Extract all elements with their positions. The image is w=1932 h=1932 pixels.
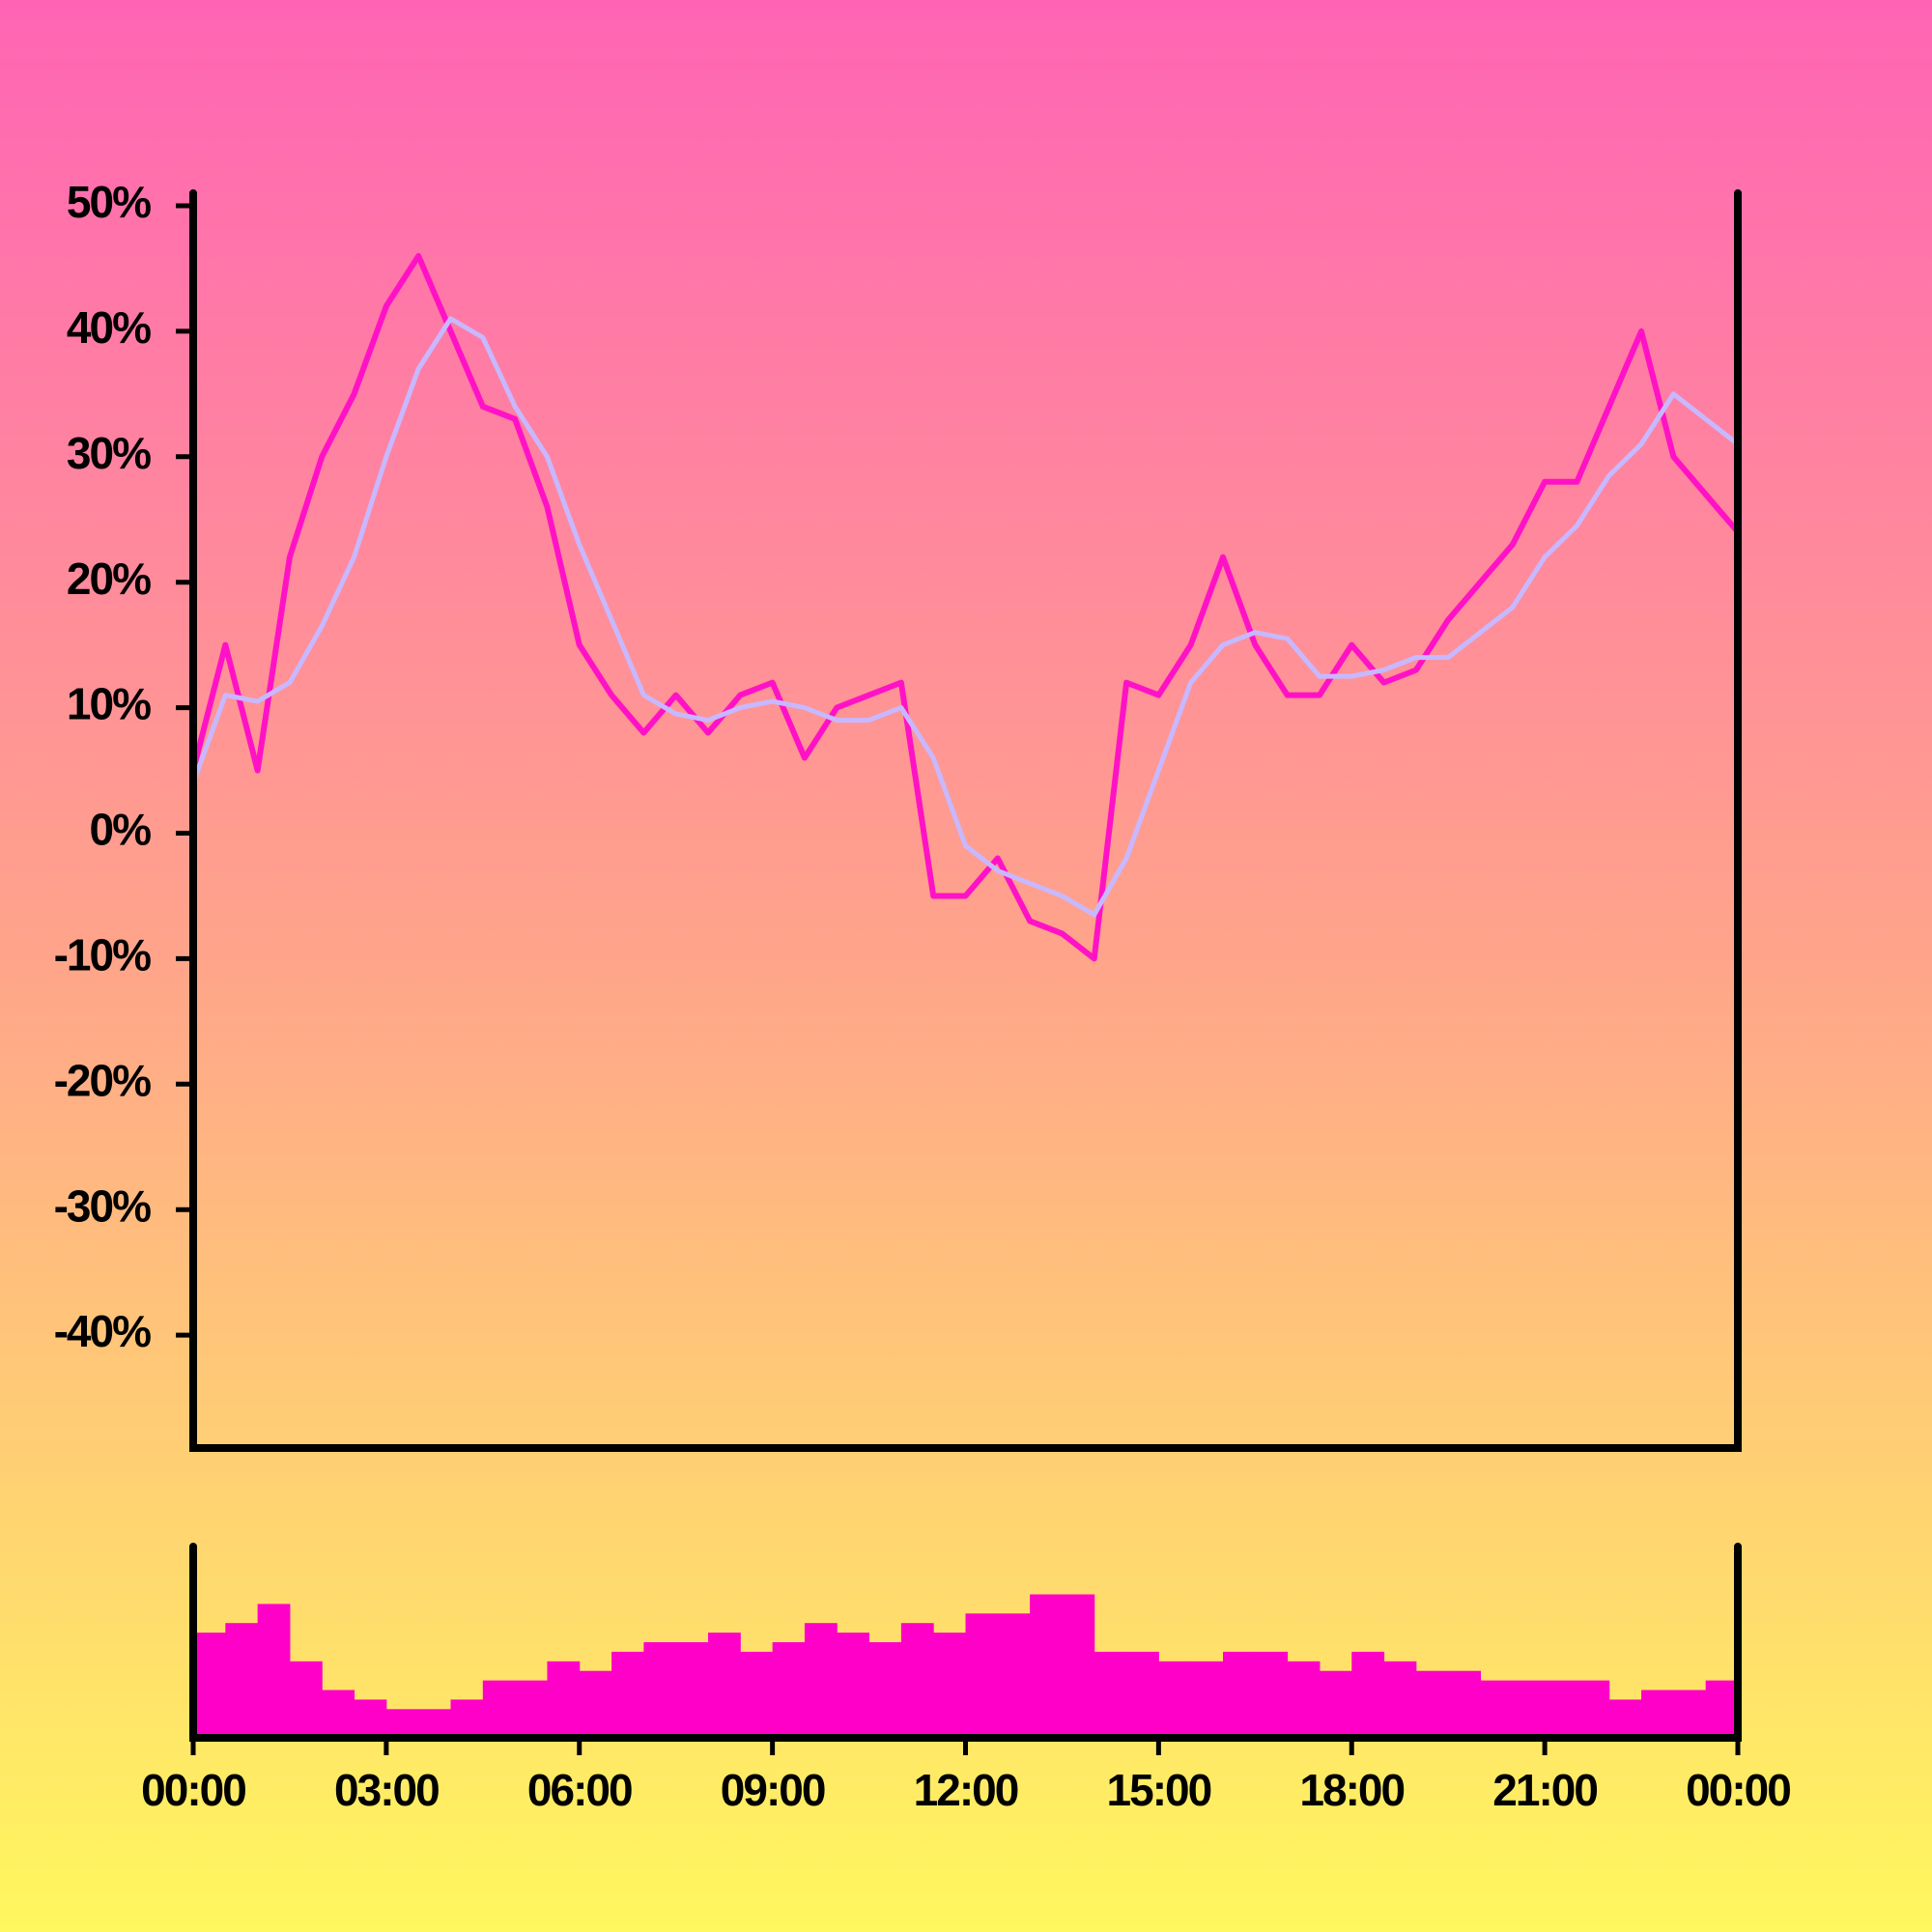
volume-bar bbox=[1255, 1651, 1289, 1738]
volume-bar bbox=[675, 1642, 709, 1738]
volume-bar bbox=[1448, 1670, 1481, 1738]
x-tick-label: 00:00 bbox=[141, 1765, 245, 1815]
volume-bar bbox=[965, 1613, 999, 1738]
volume-bar bbox=[1223, 1651, 1256, 1738]
volume-bar bbox=[1545, 1680, 1577, 1738]
x-tick-label: 18:00 bbox=[1299, 1765, 1404, 1815]
volume-bar bbox=[1094, 1651, 1127, 1738]
volume-bar bbox=[643, 1642, 677, 1738]
x-tick-label: 03:00 bbox=[334, 1765, 439, 1815]
y-tick-label: 20% bbox=[67, 554, 151, 604]
volume-bar bbox=[1319, 1670, 1352, 1738]
volume-bar bbox=[482, 1680, 516, 1738]
x-tick-label: 21:00 bbox=[1492, 1765, 1597, 1815]
volume-bar bbox=[450, 1699, 484, 1738]
y-tick-label: 10% bbox=[67, 679, 151, 729]
volume-bar bbox=[1158, 1661, 1192, 1738]
volume-bar bbox=[1577, 1680, 1610, 1738]
volume-bar bbox=[257, 1604, 291, 1738]
y-tick-label: 0% bbox=[90, 805, 152, 855]
volume-bar bbox=[1705, 1680, 1739, 1738]
volume-bar bbox=[868, 1642, 902, 1738]
volume-bar bbox=[579, 1670, 612, 1738]
volume-bar bbox=[611, 1651, 644, 1738]
volume-bar bbox=[1062, 1594, 1095, 1738]
volume-bar bbox=[193, 1633, 226, 1738]
volume-bar bbox=[515, 1680, 548, 1738]
x-tick-label: 06:00 bbox=[527, 1765, 632, 1815]
volume-bar bbox=[1512, 1680, 1546, 1738]
volume-frame bbox=[189, 1543, 1742, 1742]
volume-bar bbox=[289, 1661, 323, 1738]
y-tick-label: 30% bbox=[67, 428, 151, 478]
x-tick-label: 09:00 bbox=[721, 1765, 825, 1815]
volume-bar bbox=[1030, 1594, 1063, 1738]
volume-bar bbox=[837, 1633, 870, 1738]
main-frame bbox=[189, 189, 1742, 1452]
y-tick-label: -30% bbox=[54, 1180, 151, 1231]
volume-bar bbox=[1126, 1651, 1159, 1738]
volume-bar bbox=[385, 1709, 419, 1738]
volume-bar bbox=[708, 1633, 741, 1738]
volume-bar bbox=[900, 1623, 934, 1738]
volume-bar bbox=[1673, 1690, 1707, 1738]
volume-bar bbox=[772, 1642, 806, 1738]
y-tick-label: -40% bbox=[54, 1306, 151, 1356]
volume-bar bbox=[1351, 1651, 1385, 1738]
volume-bar bbox=[225, 1623, 259, 1738]
y-tick-label: -10% bbox=[54, 930, 151, 980]
y-tick-label: 40% bbox=[67, 302, 151, 353]
x-tick-label: 15:00 bbox=[1107, 1765, 1211, 1815]
volume-bar bbox=[1415, 1670, 1449, 1738]
volume-bar bbox=[740, 1651, 774, 1738]
volume-bar bbox=[933, 1633, 966, 1738]
volume-bar bbox=[1190, 1661, 1224, 1738]
volume-bar bbox=[322, 1690, 355, 1738]
volume-bar bbox=[1608, 1699, 1642, 1738]
volume-bar bbox=[997, 1613, 1031, 1738]
series-line bbox=[190, 316, 1740, 918]
volume-bar bbox=[1480, 1680, 1514, 1738]
volume-bar bbox=[354, 1699, 387, 1738]
y-tick-label: 50% bbox=[67, 177, 151, 227]
volume-bar bbox=[547, 1661, 581, 1738]
volume-bar bbox=[1383, 1661, 1417, 1738]
volume-bar bbox=[804, 1623, 838, 1738]
volume-bar bbox=[1287, 1661, 1321, 1738]
x-tick-label: 00:00 bbox=[1686, 1765, 1790, 1815]
volume-bar bbox=[1641, 1690, 1674, 1738]
volume-bar bbox=[418, 1709, 451, 1738]
x-tick-label: 12:00 bbox=[914, 1765, 1018, 1815]
series-line bbox=[190, 252, 1741, 962]
y-tick-label: -20% bbox=[54, 1055, 151, 1105]
